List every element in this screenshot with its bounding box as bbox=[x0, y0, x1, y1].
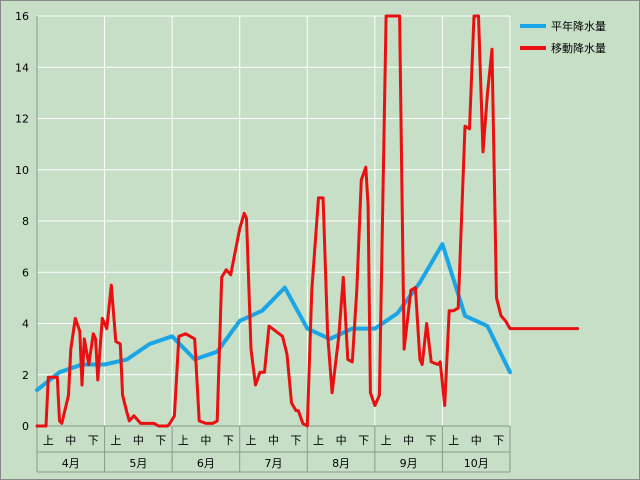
y-tick-label: 12 bbox=[15, 113, 29, 126]
y-tick-label: 2 bbox=[22, 369, 29, 382]
x-period-label: 中 bbox=[336, 434, 347, 447]
series-line-normal bbox=[35, 242, 512, 393]
y-tick-label: 10 bbox=[15, 164, 29, 177]
x-period-label: 上 bbox=[381, 434, 392, 447]
x-period-label: 下 bbox=[88, 434, 99, 447]
x-axis: 上中下上中下上中下上中下上中下上中下上中下4月 5月 6月 7月 8月 9月 10月 bbox=[36, 425, 511, 473]
legend: 平年降水量 移動降水量 bbox=[520, 19, 606, 55]
x-month-label: 8月 bbox=[332, 457, 350, 470]
x-period-label: 下 bbox=[426, 434, 437, 447]
y-tick-label: 0 bbox=[22, 420, 29, 433]
x-month-label: 6月 bbox=[197, 457, 215, 470]
y-tick-label: 8 bbox=[22, 215, 29, 228]
series-line-moving bbox=[35, 14, 580, 428]
x-period-label: 下 bbox=[358, 434, 369, 447]
x-period-label: 中 bbox=[200, 434, 211, 447]
x-period-label: 上 bbox=[110, 434, 121, 447]
x-period-label: 上 bbox=[178, 434, 189, 447]
x-period-label: 中 bbox=[268, 434, 279, 447]
gridlines bbox=[36, 15, 511, 427]
y-tick-label: 6 bbox=[22, 266, 29, 279]
x-period-label: 下 bbox=[493, 434, 504, 447]
x-period-label: 上 bbox=[448, 434, 459, 447]
x-period-label: 上 bbox=[43, 434, 54, 447]
x-month-label: 5月 bbox=[129, 457, 147, 470]
x-month-label: 7月 bbox=[265, 457, 283, 470]
x-period-label: 下 bbox=[291, 434, 302, 447]
x-period-label: 中 bbox=[403, 434, 414, 447]
x-period-label: 中 bbox=[133, 434, 144, 447]
x-period-label: 上 bbox=[313, 434, 324, 447]
x-month-label: 4月 bbox=[62, 457, 80, 470]
x-month-label: 9月 bbox=[400, 457, 418, 470]
legend-label-moving: 移動降水量 bbox=[551, 41, 606, 55]
x-period-label: 中 bbox=[65, 434, 76, 447]
y-axis: 0 2 4 6 8 10 12 14 16 bbox=[15, 10, 38, 433]
x-period-label: 中 bbox=[471, 434, 482, 447]
series-layer bbox=[35, 14, 580, 428]
x-period-label: 下 bbox=[223, 434, 234, 447]
y-tick-label: 16 bbox=[15, 10, 29, 23]
x-period-label: 上 bbox=[245, 434, 256, 447]
legend-label-normal: 平年降水量 bbox=[551, 19, 606, 33]
x-month-label: 10月 bbox=[464, 457, 489, 470]
y-tick-label: 14 bbox=[15, 61, 29, 74]
x-period-label: 下 bbox=[155, 434, 166, 447]
y-tick-label: 4 bbox=[22, 318, 29, 331]
